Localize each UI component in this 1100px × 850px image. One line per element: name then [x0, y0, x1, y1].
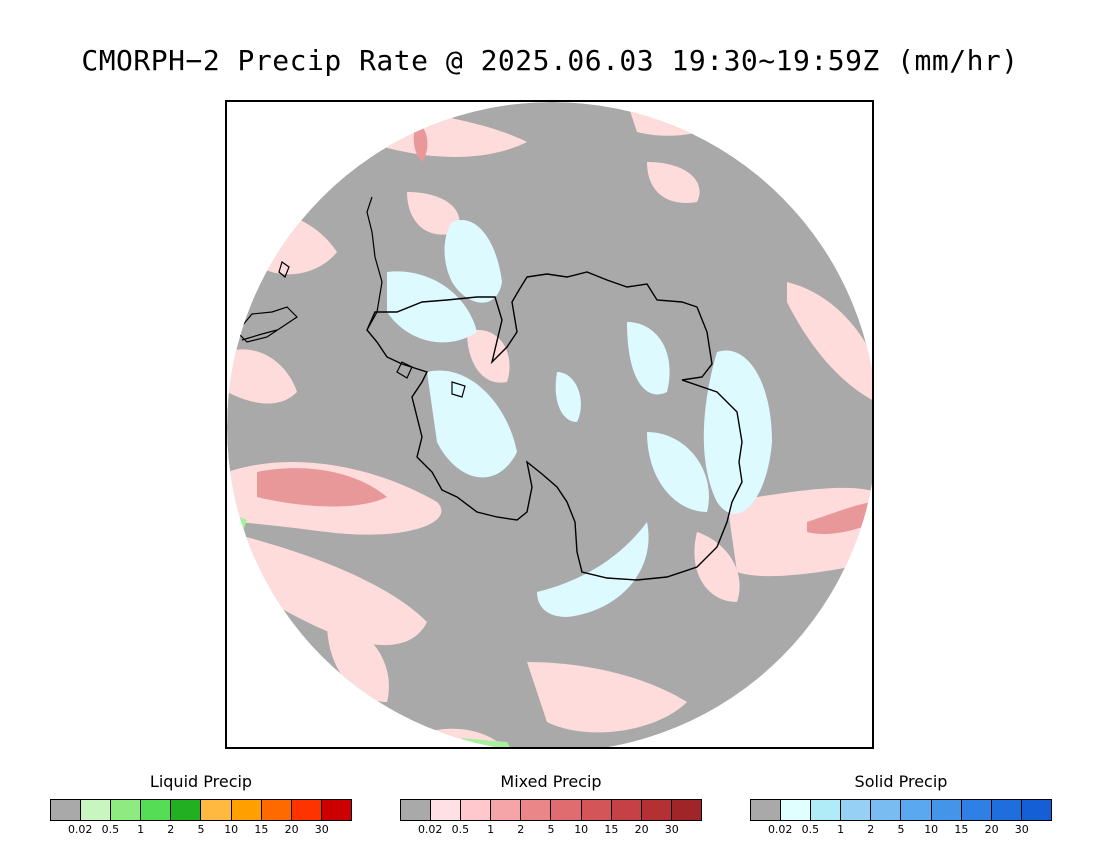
legend-tick-label: 30 [664, 823, 679, 836]
legend-liquid-precip: Liquid Precip 0.02 0.5 1 2 5 10 15 20 30 [50, 772, 352, 836]
legend-tick-label: 15 [254, 823, 269, 836]
legend-swatch [961, 800, 992, 820]
legend-swatch [991, 800, 1022, 820]
legend-solid-title: Solid Precip [854, 772, 948, 791]
legend-tick-label: 0.5 [801, 823, 820, 836]
solid-precip-areas [387, 220, 772, 617]
legend-tick-label: 15 [604, 823, 619, 836]
legend-tick-label: 2 [167, 823, 175, 836]
legend-swatch [201, 800, 232, 820]
legend-swatch [551, 800, 582, 820]
legend-swatch [461, 800, 492, 820]
legend-swatch [1021, 800, 1051, 820]
legend-swatch [81, 800, 112, 820]
legend-swatch [51, 800, 82, 820]
legend-mixed-precip: Mixed Precip 0.02 0.5 1 2 5 10 15 20 30 [400, 772, 702, 836]
legend-swatch [521, 800, 552, 820]
legend-mixed-ticks: 0.02 0.5 1 2 5 10 15 20 30 [400, 821, 702, 836]
legend-tick-label: 0.02 [67, 823, 93, 836]
legend-swatch [321, 800, 351, 820]
legend-liquid-ticks: 0.02 0.5 1 2 5 10 15 20 30 [50, 821, 352, 836]
legend-tick-label: 5 [547, 823, 555, 836]
legend-tick-label: 5 [197, 823, 205, 836]
legend-liquid-title: Liquid Precip [149, 772, 253, 791]
legend-mixed-colorbar [400, 799, 702, 821]
legend-swatch [751, 800, 782, 820]
legend-tick-label: 1 [837, 823, 845, 836]
legend-tick-label: 20 [634, 823, 649, 836]
legend-swatch [431, 800, 462, 820]
legend-swatch [781, 800, 812, 820]
legend-tick-label: 20 [284, 823, 299, 836]
south-america-tip [236, 261, 298, 343]
antarctic-peninsula [366, 196, 466, 398]
legend-tick-label: 30 [1014, 823, 1029, 836]
mixed-precip-areas [227, 102, 872, 747]
legend-tick-label: 30 [314, 823, 329, 836]
legend-solid-precip: Solid Precip 0.02 0.5 1 2 5 10 15 20 30 [750, 772, 1052, 836]
legend-tick-label: 1 [137, 823, 145, 836]
legend-swatch [611, 800, 642, 820]
legend-swatch [231, 800, 262, 820]
legend-tick-label: 10 [574, 823, 589, 836]
legend-swatch [111, 800, 142, 820]
no-precip-background [227, 102, 872, 747]
legend-mixed-title: Mixed Precip [500, 772, 602, 791]
legend-swatch [901, 800, 932, 820]
legend-swatch [871, 800, 902, 820]
legend-swatch [171, 800, 202, 820]
precip-map-canvas [227, 102, 872, 747]
legend-swatch [841, 800, 872, 820]
legend-swatch [141, 800, 172, 820]
mixed-precip-heavy [257, 122, 872, 534]
legend-tick-label: 0.02 [767, 823, 793, 836]
legend-swatch [811, 800, 842, 820]
legend-tick-label: 2 [517, 823, 525, 836]
legend-tick-label: 10 [924, 823, 939, 836]
legend-swatch [401, 800, 432, 820]
legend-tick-label: 2 [867, 823, 875, 836]
legend-tick-label: 20 [984, 823, 999, 836]
legend-tick-label: 5 [897, 823, 905, 836]
legend-swatch [291, 800, 322, 820]
legend-solid-colorbar [750, 799, 1052, 821]
legend-tick-label: 10 [224, 823, 239, 836]
legend-swatch [931, 800, 962, 820]
legend-tick-label: 0.02 [417, 823, 443, 836]
legend-tick-label: 1 [487, 823, 495, 836]
legend-swatch [261, 800, 292, 820]
polar-map [225, 100, 874, 749]
antarctica-coastline [366, 271, 743, 581]
legend-tick-label: 0.5 [101, 823, 120, 836]
legend-tick-label: 15 [954, 823, 969, 836]
legend-tick-label: 0.5 [451, 823, 470, 836]
legend-solid-ticks: 0.02 0.5 1 2 5 10 15 20 30 [750, 821, 1052, 836]
map-title: CMORPH−2 Precip Rate @ 2025.06.03 19:30~… [81, 44, 1019, 77]
legend-swatch [671, 800, 701, 820]
legend-swatch [581, 800, 612, 820]
legend-swatch [641, 800, 672, 820]
legend-swatch [491, 800, 522, 820]
legend-liquid-colorbar [50, 799, 352, 821]
